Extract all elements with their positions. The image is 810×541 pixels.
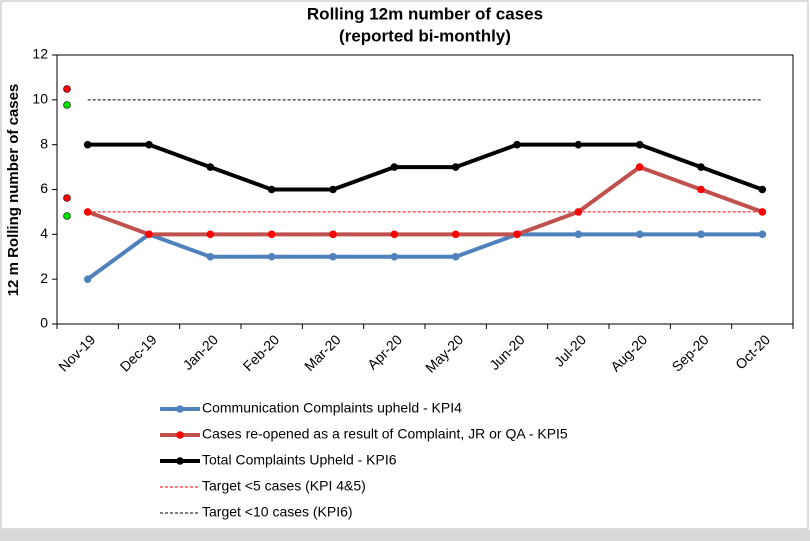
y-tick-label: 8 <box>40 135 48 151</box>
status-dot <box>63 194 71 202</box>
point <box>390 163 399 171</box>
point <box>758 185 767 194</box>
point <box>329 252 337 261</box>
point <box>513 140 521 149</box>
chart-frame <box>0 0 809 530</box>
status-dot <box>63 212 71 220</box>
point <box>635 140 644 149</box>
point <box>635 230 644 239</box>
chart-subtitle: (reported bi-monthly) <box>339 26 511 45</box>
y-tick-label: 12 <box>32 46 48 62</box>
status-dot <box>63 101 71 109</box>
point <box>758 208 767 216</box>
point <box>145 140 153 149</box>
point <box>574 230 583 239</box>
legend-marker <box>176 457 184 465</box>
chart-title: Rolling 12m number of cases <box>307 4 543 23</box>
point <box>697 163 705 171</box>
point <box>390 252 399 261</box>
legend-label: Target <5 cases (KPI 4&5) <box>202 478 366 494</box>
y-tick-label: 10 <box>32 91 48 107</box>
point <box>574 208 583 216</box>
point <box>451 252 460 261</box>
legend-marker <box>176 405 184 413</box>
y-tick-label: 2 <box>40 270 48 286</box>
point <box>206 252 215 261</box>
point <box>83 275 92 283</box>
point <box>83 208 92 216</box>
point <box>635 163 644 171</box>
status-dot <box>63 85 71 93</box>
point <box>267 252 276 261</box>
y-axis-label: 12 m Rolling number of cases <box>5 84 22 297</box>
y-tick-label: 0 <box>40 315 48 331</box>
point <box>451 230 460 239</box>
legend-label: Target <10 cases (KPI6) <box>202 504 353 520</box>
point <box>513 230 521 239</box>
point <box>267 185 276 194</box>
point <box>145 230 153 239</box>
point <box>329 230 337 239</box>
y-tick-label: 4 <box>40 225 48 241</box>
legend-label: Total Complaints Upheld - KPI6 <box>202 452 397 468</box>
point <box>451 163 460 171</box>
point <box>329 185 337 194</box>
point <box>206 163 215 171</box>
legend-label: Communication Complaints upheld - KPI4 <box>202 400 462 416</box>
legend-label: Cases re-opened as a result of Complaint… <box>202 426 568 442</box>
legend-marker <box>176 431 184 439</box>
point <box>206 230 215 239</box>
y-tick-label: 6 <box>40 180 48 196</box>
point <box>267 230 276 239</box>
point <box>758 230 767 239</box>
point <box>83 140 92 149</box>
bottom-strip <box>0 530 810 541</box>
point <box>574 140 583 149</box>
point <box>697 185 705 194</box>
series-line <box>87 142 764 192</box>
series-line <box>86 165 764 237</box>
series-line <box>86 232 763 281</box>
point <box>697 230 705 239</box>
point <box>390 230 399 239</box>
